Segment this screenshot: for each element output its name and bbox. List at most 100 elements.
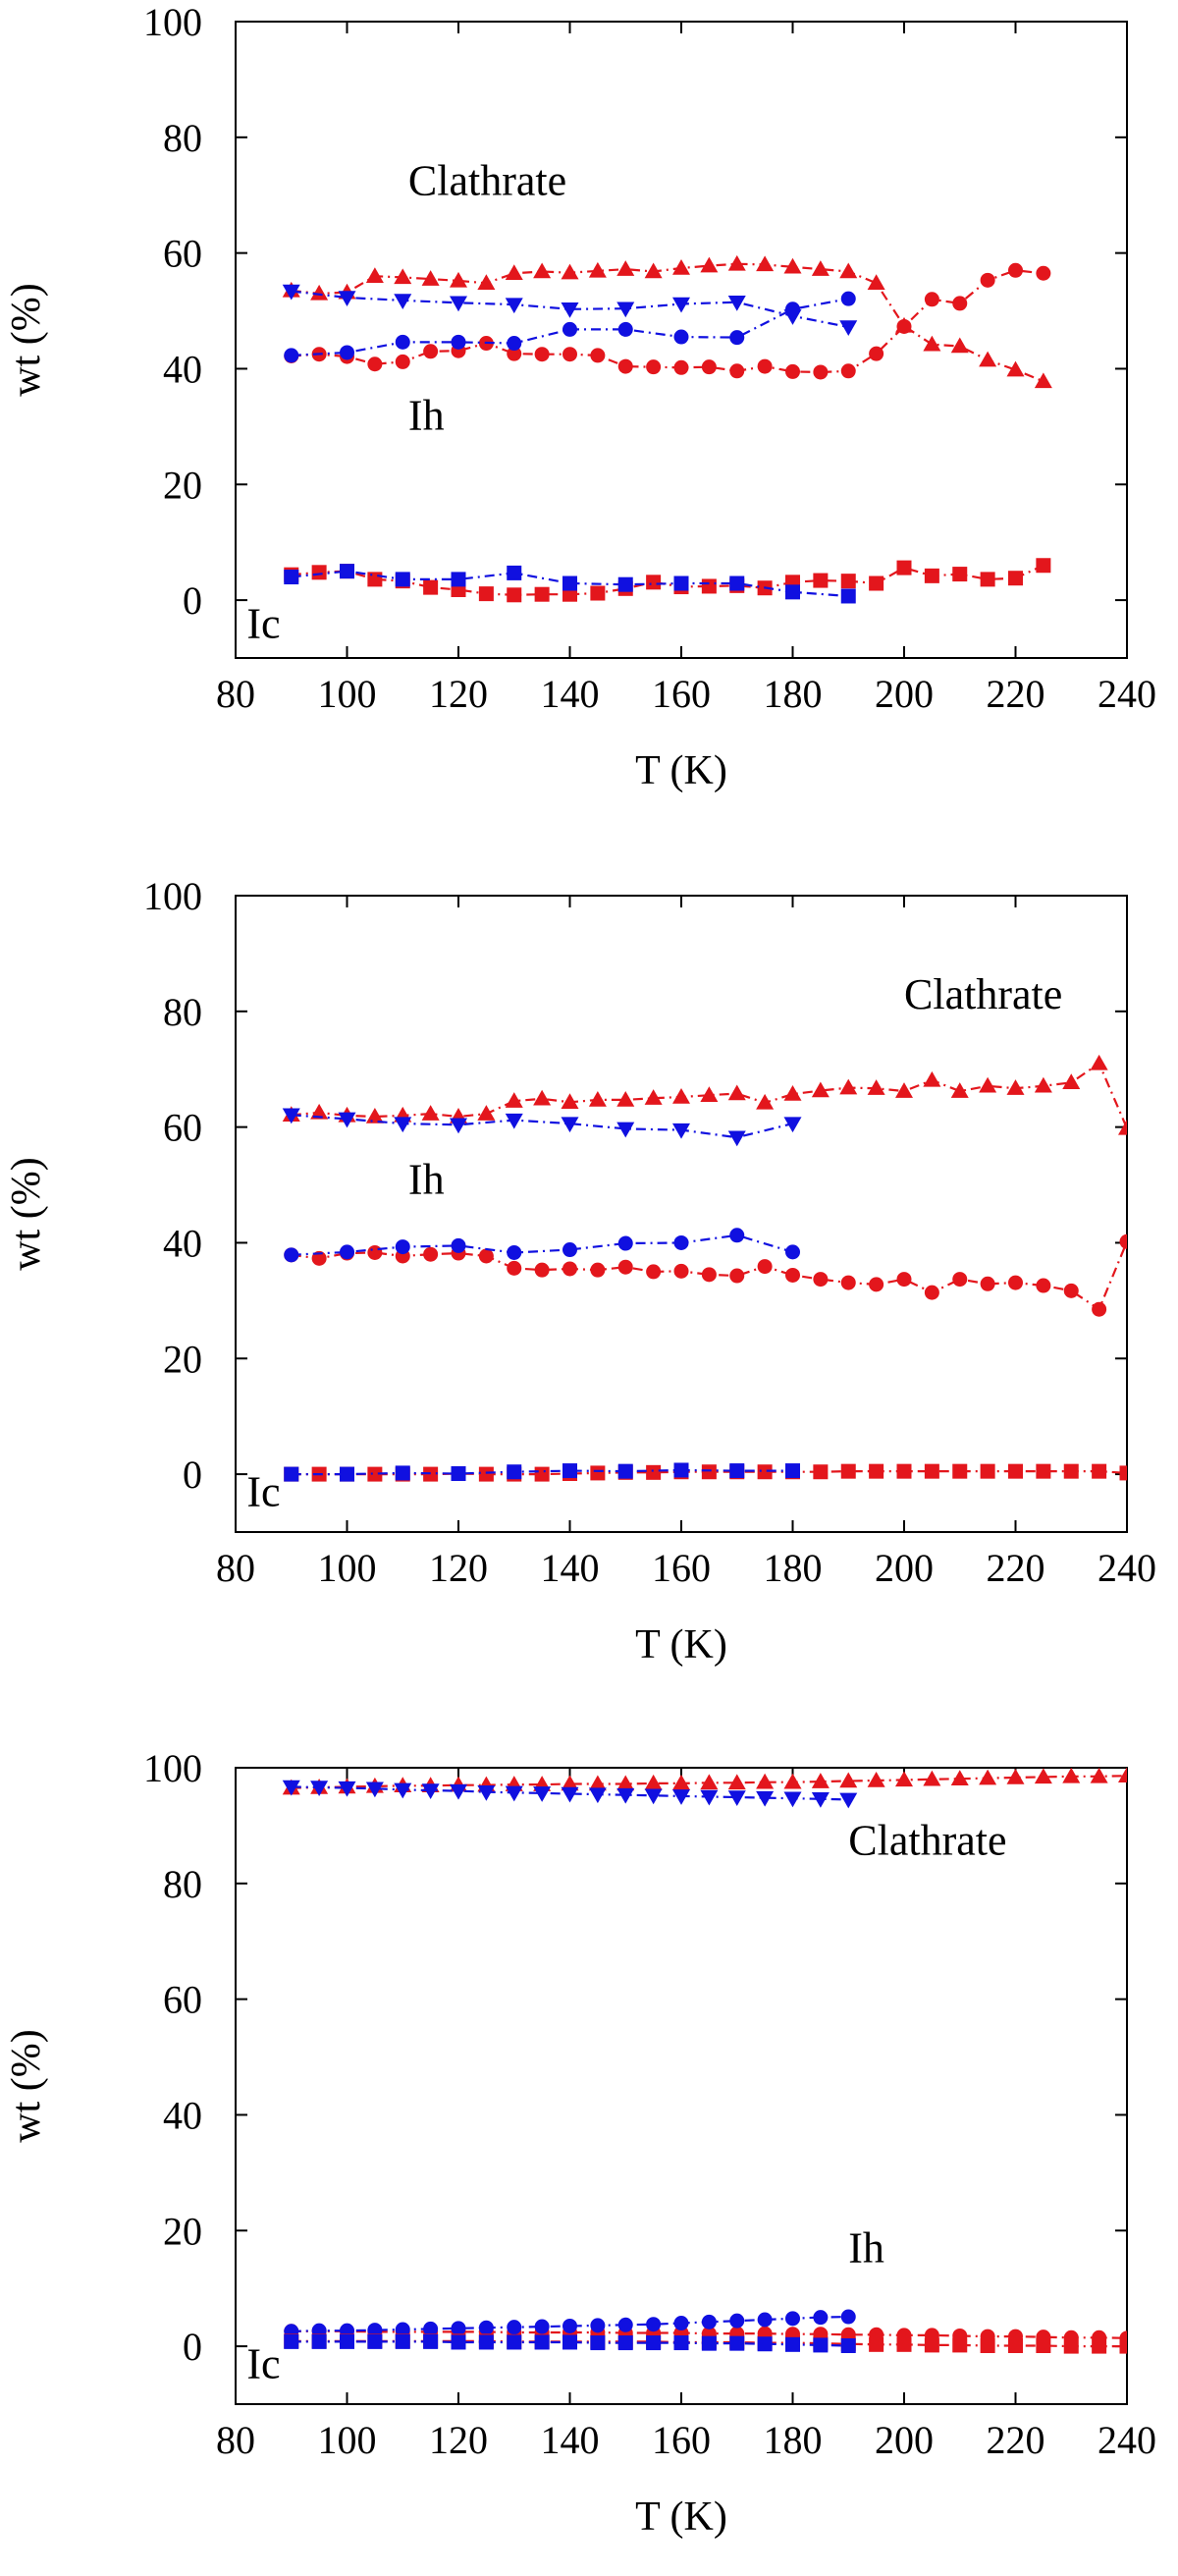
data-point-clathrate-red xyxy=(727,1774,746,1790)
data-point-ih-red xyxy=(1063,1283,1079,1298)
data-point-ic-blue xyxy=(673,575,689,591)
x-tick-label: 140 xyxy=(541,672,600,716)
data-point-ih-red xyxy=(617,1259,633,1275)
data-point-clathrate-red xyxy=(588,1090,607,1107)
data-point-clathrate-red xyxy=(477,1105,496,1121)
data-point-ih-red xyxy=(1008,1275,1023,1290)
x-tick-label: 80 xyxy=(216,672,255,716)
data-point-clathrate-red xyxy=(1090,1054,1108,1070)
data-point-ic-red xyxy=(840,574,856,589)
data-point-ih-blue xyxy=(813,2310,829,2326)
data-point-ih-red xyxy=(534,1262,550,1278)
data-point-ic-red xyxy=(1063,1463,1079,1479)
data-point-clathrate-red xyxy=(727,254,746,271)
data-point-ic-blue xyxy=(617,2335,633,2351)
data-point-ic-blue xyxy=(729,575,745,591)
y-tick-label: 60 xyxy=(163,1978,202,2022)
data-point-ic-red xyxy=(1092,2338,1107,2354)
data-point-clathrate-blue xyxy=(756,1790,775,1807)
plot-area xyxy=(282,254,1052,604)
data-point-ih-red xyxy=(701,1267,717,1283)
x-tick-label: 100 xyxy=(318,1546,377,1590)
data-point-ih-blue xyxy=(785,2311,800,2327)
data-point-clathrate-blue xyxy=(616,301,635,318)
data-point-ih-red xyxy=(617,358,633,374)
data-point-ih-red xyxy=(562,1261,577,1277)
data-point-clathrate-red xyxy=(616,1775,635,1791)
data-point-ih-red xyxy=(478,1248,494,1264)
data-point-ic-blue xyxy=(617,1463,633,1479)
data-point-clathrate-blue xyxy=(839,1792,858,1809)
data-point-ih-blue xyxy=(729,1228,745,1243)
series-line-ic-blue xyxy=(291,570,849,598)
data-point-clathrate-blue xyxy=(310,1781,329,1797)
data-point-clathrate-red xyxy=(783,1773,802,1789)
annotation-clathrate: Clathrate xyxy=(408,157,566,205)
data-point-ih-red xyxy=(367,356,383,372)
data-point-clathrate-blue xyxy=(727,295,746,311)
annotation-clathrate: Clathrate xyxy=(904,970,1062,1018)
data-point-clathrate-blue xyxy=(365,1781,384,1798)
data-point-ih-blue xyxy=(340,1244,354,1260)
y-tick-label: 20 xyxy=(163,463,202,507)
data-point-clathrate-blue xyxy=(727,1130,746,1147)
chart-panel-2: 80 100 120 140 160 180 200 220 240 0 20 40 60 80 100 T … xyxy=(4,874,1156,1668)
data-point-ih-red xyxy=(869,346,884,361)
x-tick-label: 240 xyxy=(1098,672,1156,716)
data-point-ic-blue xyxy=(423,2333,439,2349)
data-point-ic-red xyxy=(534,586,550,602)
x-tick-label: 200 xyxy=(875,672,934,716)
data-point-ic-red xyxy=(701,1464,717,1480)
data-point-ic-red xyxy=(367,1466,383,1482)
data-point-clathrate-blue xyxy=(672,1123,690,1139)
data-point-clathrate-blue xyxy=(644,1788,663,1805)
data-point-ih-blue xyxy=(617,2317,633,2332)
data-point-clathrate-red xyxy=(979,351,997,367)
data-point-clathrate-blue xyxy=(672,297,690,313)
data-point-ic-blue xyxy=(729,2335,745,2351)
data-point-ic-blue xyxy=(673,2335,689,2351)
data-point-ih-red xyxy=(701,359,717,375)
data-point-ih-red xyxy=(507,1260,522,1276)
annotation-ic: Ic xyxy=(246,2339,280,2387)
data-point-clathrate-red xyxy=(561,1775,579,1791)
data-point-clathrate-red xyxy=(700,1086,719,1102)
data-point-ic-blue xyxy=(451,1466,466,1482)
data-point-ih-red xyxy=(729,1268,745,1284)
data-point-ih-red xyxy=(646,359,662,375)
data-point-clathrate-red xyxy=(700,256,719,273)
data-point-ic-red xyxy=(924,1463,939,1479)
y-tick-label: 0 xyxy=(183,2325,202,2369)
data-point-ih-blue xyxy=(673,1234,689,1250)
data-point-ih-blue xyxy=(673,2316,689,2331)
data-point-clathrate-blue xyxy=(700,1789,719,1806)
x-tick-label: 200 xyxy=(875,2418,934,2462)
data-point-ic-blue xyxy=(534,2334,550,2350)
data-point-ic-blue xyxy=(673,1462,689,1478)
x-tick-label: 100 xyxy=(318,672,377,716)
data-point-ic-red xyxy=(952,2337,968,2353)
data-point-ic-red xyxy=(1063,2338,1079,2354)
data-point-ih-blue xyxy=(507,1244,522,1260)
data-point-clathrate-red xyxy=(616,260,635,276)
data-point-clathrate-red xyxy=(310,284,329,301)
annotation-ih: Ih xyxy=(848,2224,884,2273)
x-axis-label: T (K) xyxy=(635,748,727,794)
y-tick-label: 100 xyxy=(143,874,202,918)
data-point-ih-red xyxy=(757,358,773,374)
data-point-clathrate-red xyxy=(1034,1768,1052,1784)
data-point-clathrate-red xyxy=(1118,1768,1127,1782)
data-point-ih-red xyxy=(590,348,606,363)
data-point-ih-red xyxy=(423,344,439,359)
data-point-ic-blue xyxy=(284,570,299,585)
data-point-ih-red xyxy=(924,292,939,307)
data-point-clathrate-blue xyxy=(338,291,356,306)
data-point-clathrate-red xyxy=(1006,1769,1025,1784)
data-point-ih-red xyxy=(1036,1278,1051,1293)
data-point-ih-blue xyxy=(395,2322,410,2337)
y-tick-label: 40 xyxy=(163,1221,202,1265)
data-point-clathrate-blue xyxy=(421,1783,440,1799)
data-point-ic-red xyxy=(980,572,995,587)
data-point-ic-red xyxy=(534,1466,550,1482)
